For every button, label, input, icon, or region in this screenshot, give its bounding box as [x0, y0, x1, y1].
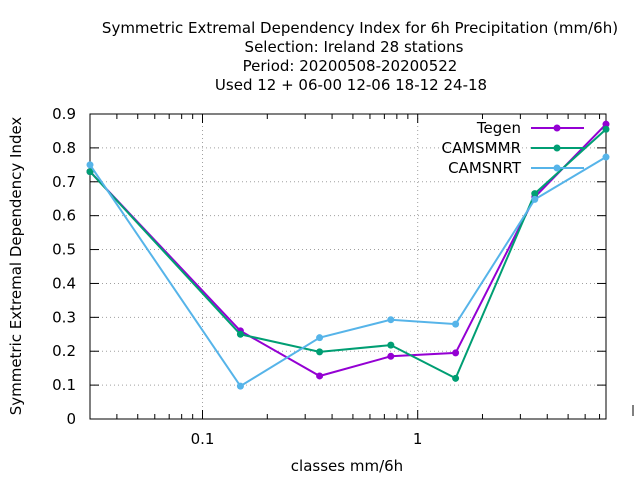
- data-point-tegen: [316, 372, 324, 380]
- data-point-camsmmr: [387, 341, 395, 349]
- y-tick-label: 0.3: [52, 308, 76, 326]
- data-point-camsnrt: [602, 153, 610, 161]
- y-tick-label: 0.6: [52, 207, 76, 225]
- data-point-camsnrt: [316, 334, 324, 342]
- x-tick-label: 0.1: [191, 430, 215, 448]
- y-tick-label: 0.4: [52, 274, 76, 292]
- data-point-camsmmr: [236, 330, 244, 338]
- y-tick-label: 0.1: [52, 376, 76, 394]
- y-tick-label: 0.7: [52, 173, 76, 191]
- data-point-camsmmr: [86, 168, 94, 176]
- chart-title-line-2: Selection: Ireland 28 stations: [245, 38, 464, 56]
- y-tick-label: 0.9: [52, 105, 76, 123]
- data-point-camsnrt: [387, 316, 395, 324]
- legend-marker-camsmmr: [553, 144, 561, 152]
- data-point-tegen: [387, 352, 395, 360]
- data-point-tegen: [602, 120, 610, 128]
- data-point-camsnrt: [86, 161, 94, 169]
- data-point-camsmmr: [452, 374, 460, 382]
- legend-label-camsnrt: CAMSNRT: [448, 159, 522, 177]
- grid: [90, 114, 606, 419]
- legend-label-camsmmr: CAMSMMR: [441, 139, 521, 157]
- data-point-camsmmr: [531, 190, 539, 198]
- legend-marker-camsnrt: [553, 164, 561, 172]
- x-tick-label: 1: [413, 430, 423, 448]
- legend-marker-tegen: [553, 124, 561, 132]
- y-axis-label: Symmetric Extremal Dependency Index: [7, 117, 25, 416]
- chart-title-line-3: Period: 20200508-20200522: [243, 57, 458, 75]
- chart-title-line-1: Symmetric Extremal Dependency Index for …: [102, 19, 618, 37]
- legend-label-tegen: Tegen: [476, 119, 521, 137]
- y-tick-label: 0.2: [52, 342, 76, 360]
- data-point-camsmmr: [602, 125, 610, 133]
- chart-title-line-4: Used 12 + 06-00 12-06 18-12 24-18: [215, 76, 487, 94]
- y-tick-label: 0.5: [52, 241, 76, 259]
- y-tick-label: 0: [66, 410, 76, 428]
- y-tick-label: 0.8: [52, 139, 76, 157]
- data-point-camsnrt: [452, 320, 460, 328]
- axis-ticks: 0 0.1 0.2 0.3 0.4 0.5 0.6 0.7 0.8 0.9 0.1 1: [52, 105, 606, 448]
- series-line-tegen: [89, 123, 607, 378]
- series-line-camsnrt: [89, 156, 607, 388]
- data-point-camsnrt: [531, 195, 539, 203]
- data-point-camsnrt: [236, 382, 244, 390]
- legend: Tegen CAMSMMR CAMSNRT: [441, 119, 584, 177]
- x-axis-label: classes mm/6h: [291, 457, 403, 475]
- chart-title: Symmetric Extremal Dependency Index for …: [102, 19, 618, 94]
- data-point-tegen: [452, 349, 460, 357]
- series-lines: [86, 120, 610, 390]
- data-point-camsmmr: [316, 348, 324, 356]
- plot-frame: [89, 113, 607, 420]
